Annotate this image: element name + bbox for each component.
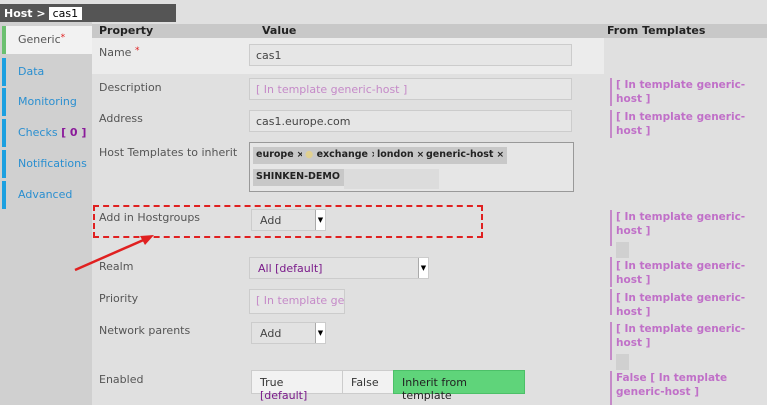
caret-down-icon: ▼ <box>418 258 428 278</box>
tab-label: Monitoring <box>18 95 77 108</box>
enabled-true-button[interactable]: True [default] <box>251 370 343 402</box>
breadcrumb: Host > cas1 <box>0 4 176 22</box>
template-tag: europe × <box>253 147 308 164</box>
hostgroups-template: [ In template generic-host ] <box>610 210 767 258</box>
col-property: Property <box>99 24 154 37</box>
priority-label: Priority <box>99 292 139 305</box>
enabled-template: False [ In template generic-host ] <box>610 371 730 405</box>
description-template: [ In template generic-host ] <box>610 78 767 106</box>
name-label: Name * <box>99 46 140 59</box>
tab-advanced[interactable]: Advanced <box>2 181 92 209</box>
col-value: Value <box>262 24 297 37</box>
tab-data[interactable]: Data <box>2 58 92 86</box>
caret-down-icon: ▼ <box>315 323 325 343</box>
table-header: Property Value From Templates <box>92 24 767 38</box>
required-marker: * <box>60 33 66 43</box>
arrow-annotation <box>74 235 154 272</box>
parents-select[interactable]: Add ▼ <box>251 322 326 344</box>
priority-input[interactable]: [ In template generic-host ] <box>249 289 345 314</box>
drag-handle-icon: ● <box>305 149 317 160</box>
tab-monitoring[interactable]: Monitoring <box>2 88 92 116</box>
sidebar: Generic* Data Monitoring Checks [ 0 ] No… <box>0 22 92 405</box>
remove-icon[interactable]: × <box>416 150 425 160</box>
description-input[interactable]: [ In template generic-host ] <box>249 78 572 100</box>
realm-label: Realm <box>99 260 134 273</box>
template-tag: ● exchange× <box>302 147 382 164</box>
breadcrumb-root[interactable]: Host > <box>4 7 46 20</box>
template-tag: london × <box>374 147 428 164</box>
tab-notifications[interactable]: Notifications <box>2 150 92 178</box>
hostgroups-select[interactable]: Add ▼ <box>251 209 326 231</box>
name-input[interactable]: cas1 <box>249 44 572 66</box>
highlight-box <box>93 205 483 238</box>
address-label: Address <box>99 112 143 125</box>
tab-label: Advanced <box>18 188 73 201</box>
tab-label: Checks <box>18 126 58 139</box>
enabled-inherit-button[interactable]: Inherit from template <box>393 370 525 402</box>
priority-template: [ In template generic-host ] <box>610 289 767 318</box>
remove-icon[interactable]: × <box>296 150 305 160</box>
col-from-templates: From Templates <box>607 24 706 37</box>
tab-label: Generic <box>18 33 61 46</box>
address-input[interactable]: cas1.europe.com <box>249 110 572 132</box>
enabled-label: Enabled <box>99 373 144 386</box>
checks-count: [ 0 ] <box>61 126 87 139</box>
template-tag: generic-host × <box>423 147 507 164</box>
tab-generic[interactable]: Generic* <box>2 26 92 54</box>
realm-select[interactable]: All [default] ▼ <box>249 257 429 279</box>
templates-tag-input[interactable]: europe× ● exchange× london× generic-host… <box>249 142 574 192</box>
templates-label: Host Templates to inherit <box>99 146 238 159</box>
breadcrumb-current: cas1 <box>48 7 83 20</box>
enabled-false-button[interactable]: False <box>342 370 394 394</box>
parents-label: Network parents <box>99 324 191 337</box>
tab-label: Data <box>18 65 45 78</box>
tab-label: Notifications <box>18 157 87 170</box>
caret-down-icon: ▼ <box>315 210 325 230</box>
realm-template: [ In template generic-host ] <box>610 257 767 287</box>
hostgroups-label: Add in Hostgroups <box>99 211 201 224</box>
parents-template: [ In template generic-host ] <box>610 322 767 370</box>
tag-text-entry[interactable] <box>344 169 439 189</box>
template-tag: SHINKEN-DEMO× <box>253 169 354 186</box>
description-label: Description <box>99 81 162 94</box>
address-template: [ In template generic-host ] <box>610 110 767 138</box>
remove-icon[interactable]: × <box>496 150 504 160</box>
tab-checks[interactable]: Checks [ 0 ] <box>2 119 92 147</box>
